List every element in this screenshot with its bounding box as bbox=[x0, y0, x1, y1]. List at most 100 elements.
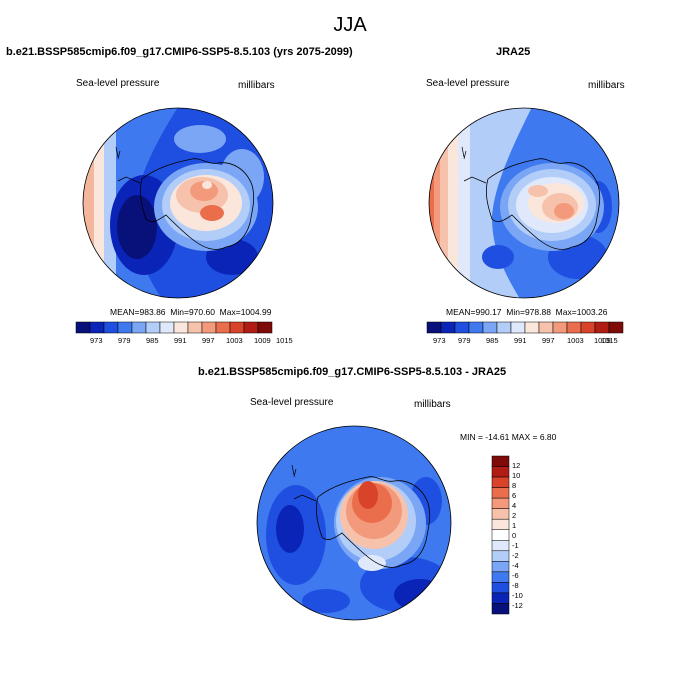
panel-model-tick: 997 bbox=[202, 336, 215, 345]
colorbar-swatch bbox=[201, 321, 217, 334]
colorbar-swatch bbox=[510, 321, 526, 334]
panel-obs-tick: 973 bbox=[433, 336, 446, 345]
panel-model-mean: 983.86 bbox=[139, 307, 166, 317]
panel-obs-tick: 991 bbox=[514, 336, 527, 345]
panel-diff-tick: -1 bbox=[512, 541, 519, 550]
panel-model-colorbar-ticks: 973 979 985 991 997 1003 1009 1015 bbox=[76, 336, 293, 348]
colorbar-swatch bbox=[538, 321, 554, 334]
figure-title: JJA bbox=[333, 14, 367, 36]
colorbar-swatch bbox=[608, 321, 624, 334]
panel-model-colorbar bbox=[75, 321, 273, 334]
colorbar-swatch bbox=[580, 321, 596, 334]
panel-model-max-label: Max= bbox=[219, 307, 241, 317]
colorbar-swatch bbox=[491, 571, 510, 583]
panel-model-tick: 973 bbox=[90, 336, 103, 345]
panel-diff-tick: 2 bbox=[512, 511, 517, 520]
colorbar-swatch bbox=[117, 321, 133, 334]
colorbar-swatch bbox=[491, 508, 510, 520]
panel-model-title: b.e21.BSSP585cmip6.f09_g17.CMIP6-SSP5-8.… bbox=[6, 46, 353, 58]
colorbar-swatch bbox=[491, 466, 510, 478]
colorbar-swatch bbox=[187, 321, 203, 334]
colorbar-swatch bbox=[491, 455, 510, 467]
colorbar-swatch bbox=[103, 321, 119, 334]
colorbar-swatch bbox=[257, 321, 273, 334]
panel-obs-colorbar bbox=[426, 321, 624, 334]
panel-obs-max: 1003.26 bbox=[576, 307, 608, 317]
colorbar-swatch bbox=[491, 561, 510, 573]
colorbar-swatch bbox=[566, 321, 582, 334]
panel-diff-map bbox=[256, 425, 452, 621]
colorbar-swatch bbox=[89, 321, 105, 334]
colorbar-swatch bbox=[491, 529, 510, 541]
panel-diff-minmax: MIN = -14.61 MAX = 6.80 bbox=[460, 432, 557, 442]
panel-obs-title: JRA25 bbox=[496, 46, 531, 58]
panel-diff-tick: 10 bbox=[512, 471, 521, 480]
panel-diff-tick: 1 bbox=[512, 521, 517, 530]
panel-obs-mean: 990.17 bbox=[475, 307, 502, 317]
colorbar-swatch bbox=[159, 321, 175, 334]
panel-obs-tick: 1009 bbox=[594, 336, 611, 345]
panel-model-tick: 985 bbox=[146, 336, 159, 345]
panel-obs-mean-label: MEAN= bbox=[446, 307, 476, 317]
panel-diff-tick: -2 bbox=[512, 551, 519, 560]
colorbar-swatch bbox=[491, 582, 510, 594]
colorbar-swatch bbox=[426, 321, 442, 334]
panel-diff-tick: -12 bbox=[512, 601, 523, 610]
colorbar-swatch bbox=[491, 592, 510, 604]
colorbar-swatch bbox=[145, 321, 161, 334]
panel-diff-tick: -6 bbox=[512, 571, 519, 580]
colorbar-swatch bbox=[131, 321, 147, 334]
panel-obs-units: millibars bbox=[588, 80, 625, 91]
colorbar-swatch bbox=[243, 321, 259, 334]
panel-obs-tick: 985 bbox=[486, 336, 499, 345]
panel-model-min: 970.60 bbox=[188, 307, 215, 317]
panel-diff-tick: -10 bbox=[512, 591, 523, 600]
panel-model-max: 1004.99 bbox=[240, 307, 272, 317]
colorbar-swatch bbox=[552, 321, 568, 334]
colorbar-swatch bbox=[491, 497, 510, 509]
colorbar-swatch bbox=[491, 550, 510, 562]
colorbar-swatch bbox=[491, 487, 510, 499]
panel-diff-tick: 6 bbox=[512, 491, 517, 500]
colorbar-swatch bbox=[524, 321, 540, 334]
colorbar-swatch bbox=[75, 321, 91, 334]
colorbar-swatch bbox=[594, 321, 610, 334]
panel-obs-tick: 1003 bbox=[567, 336, 584, 345]
panel-model-units: millibars bbox=[238, 80, 275, 91]
panel-model-tick: 1015 bbox=[276, 336, 293, 345]
panel-diff-tick: 8 bbox=[512, 481, 517, 490]
colorbar-swatch bbox=[215, 321, 231, 334]
panel-model-min-label: Min= bbox=[170, 307, 189, 317]
panel-diff-tick: 12 bbox=[512, 461, 521, 470]
panel-diff-colorbar-ticks: 12 10 8 6 4 2 1 0 -1 -2 -4 -6 -8 -10 -12 bbox=[512, 456, 552, 616]
panel-diff-tick: -8 bbox=[512, 581, 519, 590]
colorbar-swatch bbox=[454, 321, 470, 334]
colorbar-swatch bbox=[229, 321, 245, 334]
panel-obs-stats: MEAN=990.17 Min=978.88 Max=1003.26 bbox=[446, 307, 607, 317]
colorbar-swatch bbox=[496, 321, 512, 334]
panel-obs-colorbar-ticks: 973 979 985 991 997 1003 1009 1015 bbox=[427, 336, 623, 348]
panel-model-mean-label: MEAN= bbox=[110, 307, 140, 317]
panel-diff-colorbar bbox=[491, 455, 510, 615]
colorbar-swatch bbox=[491, 518, 510, 530]
panel-model-tick: 1009 bbox=[254, 336, 271, 345]
panel-obs-map bbox=[428, 107, 620, 299]
colorbar-swatch bbox=[482, 321, 498, 334]
panel-obs-min-label: Min= bbox=[506, 307, 525, 317]
panel-diff-title: b.e21.BSSP585cmip6.f09_g17.CMIP6-SSP5-8.… bbox=[198, 366, 507, 378]
panel-model-tick: 1003 bbox=[226, 336, 243, 345]
panel-diff-left-label: Sea-level pressure bbox=[250, 397, 334, 408]
panel-obs-min: 978.88 bbox=[524, 307, 551, 317]
panel-obs-tick: 979 bbox=[458, 336, 471, 345]
panel-diff-tick: 4 bbox=[512, 501, 517, 510]
panel-model-tick: 991 bbox=[174, 336, 187, 345]
panel-diff-tick: -4 bbox=[512, 561, 519, 570]
colorbar-swatch bbox=[468, 321, 484, 334]
colorbar-swatch bbox=[491, 476, 510, 488]
panel-diff-tick: 0 bbox=[512, 531, 517, 540]
panel-model-tick: 979 bbox=[118, 336, 131, 345]
panel-model-map bbox=[82, 107, 274, 299]
panel-obs-left-label: Sea-level pressure bbox=[426, 78, 510, 89]
panel-diff-units: millibars bbox=[414, 399, 451, 410]
panel-obs-tick: 1015 bbox=[601, 336, 618, 345]
